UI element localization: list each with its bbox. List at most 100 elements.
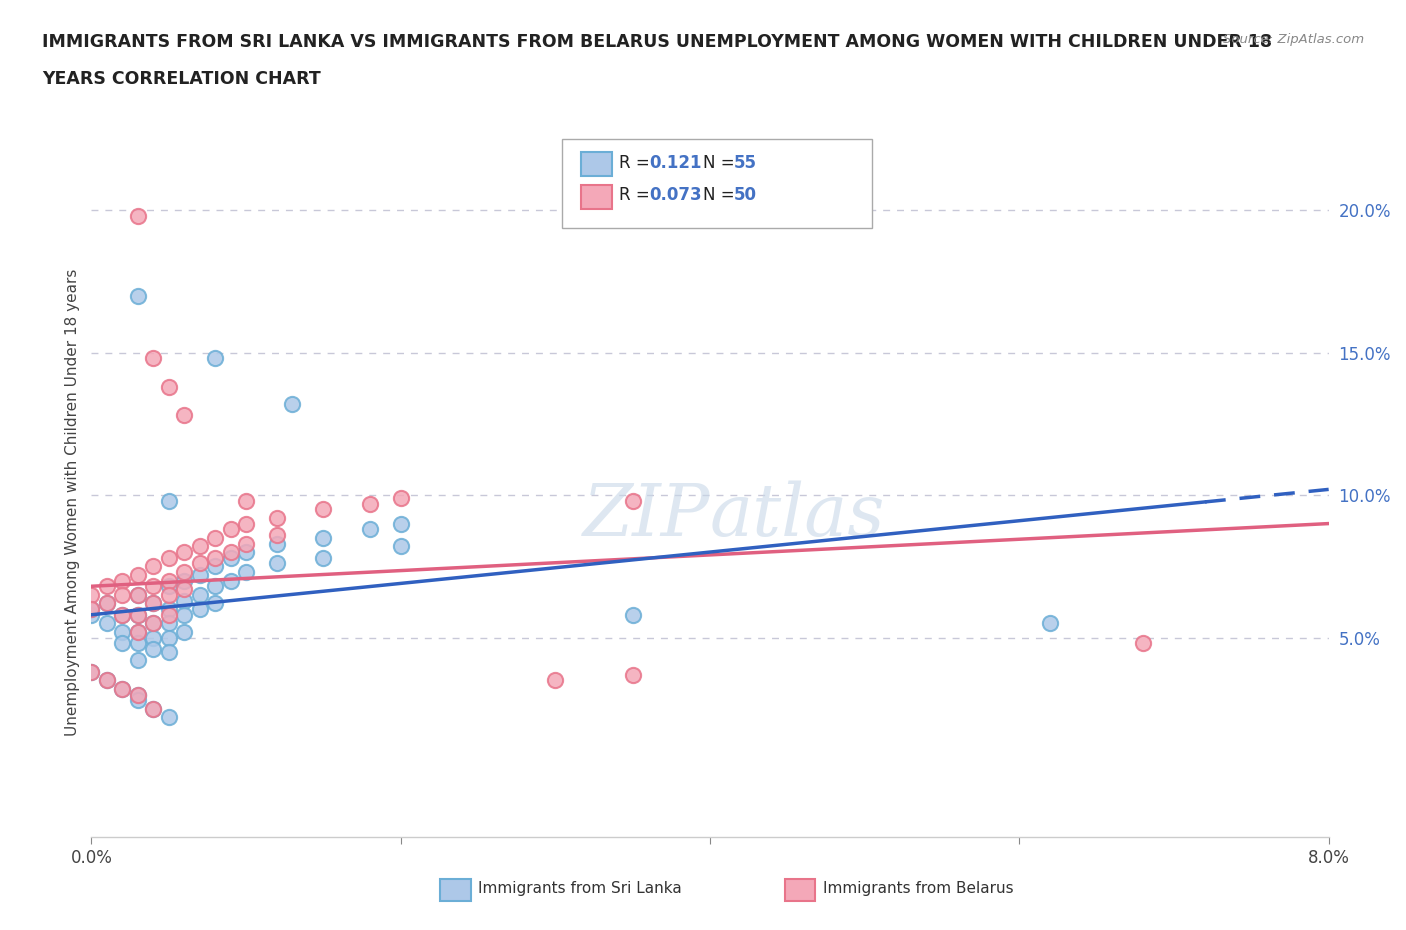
Point	[142, 578, 165, 593]
Point	[157, 710, 180, 724]
Point	[111, 636, 134, 651]
Point	[157, 607, 180, 622]
Point	[204, 551, 226, 565]
Point	[281, 396, 304, 411]
Point	[188, 567, 211, 582]
Point	[142, 616, 165, 631]
Point	[173, 573, 195, 588]
Point	[80, 602, 103, 617]
Point	[157, 588, 180, 603]
Point	[142, 596, 165, 611]
Point	[173, 545, 195, 560]
Point	[127, 687, 149, 702]
Point	[111, 624, 134, 639]
Point	[173, 607, 195, 622]
Point	[96, 596, 118, 611]
Point	[266, 556, 288, 571]
Point	[111, 588, 134, 603]
Point	[219, 573, 242, 588]
Point	[389, 490, 412, 505]
Point	[204, 351, 226, 365]
Point	[96, 596, 118, 611]
Point	[127, 588, 149, 603]
Text: 0.121: 0.121	[650, 153, 702, 172]
Point	[188, 602, 211, 617]
Point	[235, 493, 257, 508]
Point	[621, 493, 644, 508]
Point	[142, 596, 165, 611]
Point	[1039, 616, 1062, 631]
Point	[235, 516, 257, 531]
Point	[188, 556, 211, 571]
Point	[157, 602, 180, 617]
Point	[188, 588, 211, 603]
Point	[157, 551, 180, 565]
Text: YEARS CORRELATION CHART: YEARS CORRELATION CHART	[42, 70, 321, 87]
Point	[266, 527, 288, 542]
Point	[127, 687, 149, 702]
Point	[127, 693, 149, 708]
Point	[157, 379, 180, 394]
Point	[204, 596, 226, 611]
Point	[80, 588, 103, 603]
Point	[266, 536, 288, 551]
Point	[96, 578, 118, 593]
Point	[173, 581, 195, 596]
Point	[142, 351, 165, 365]
Point	[173, 565, 195, 579]
Point	[204, 578, 226, 593]
Point	[157, 573, 180, 588]
Point	[621, 667, 644, 682]
Point	[204, 530, 226, 545]
Point	[157, 493, 180, 508]
Point	[173, 593, 195, 608]
Point	[127, 653, 149, 668]
Point	[127, 607, 149, 622]
Text: R =: R =	[619, 153, 655, 172]
Point	[235, 545, 257, 560]
Point	[96, 616, 118, 631]
Point	[96, 672, 118, 687]
Point	[544, 672, 567, 687]
Point	[111, 573, 134, 588]
Point	[359, 497, 381, 512]
Text: 0.073: 0.073	[650, 186, 702, 205]
Point	[127, 607, 149, 622]
Point	[111, 682, 134, 697]
Point	[127, 208, 149, 223]
Point	[127, 567, 149, 582]
Point	[142, 642, 165, 657]
Point	[188, 538, 211, 553]
Text: 50: 50	[734, 186, 756, 205]
Point	[80, 664, 103, 679]
Text: ZIP: ZIP	[582, 480, 710, 551]
Point	[142, 701, 165, 716]
Point	[389, 538, 412, 553]
Point	[219, 545, 242, 560]
Point	[157, 644, 180, 659]
Point	[173, 408, 195, 423]
Point	[312, 551, 335, 565]
Point	[219, 522, 242, 537]
Point	[127, 636, 149, 651]
Point	[111, 607, 134, 622]
Text: Source: ZipAtlas.com: Source: ZipAtlas.com	[1223, 33, 1364, 46]
Point	[80, 607, 103, 622]
Point	[173, 624, 195, 639]
Point	[312, 530, 335, 545]
Point	[142, 616, 165, 631]
Point	[80, 664, 103, 679]
Point	[157, 631, 180, 645]
Point	[621, 607, 644, 622]
Point	[204, 559, 226, 574]
Point	[1132, 636, 1154, 651]
Point	[111, 607, 134, 622]
Text: Immigrants from Belarus: Immigrants from Belarus	[823, 881, 1014, 896]
Text: IMMIGRANTS FROM SRI LANKA VS IMMIGRANTS FROM BELARUS UNEMPLOYMENT AMONG WOMEN WI: IMMIGRANTS FROM SRI LANKA VS IMMIGRANTS …	[42, 33, 1272, 50]
Text: R =: R =	[619, 186, 655, 205]
Point	[157, 578, 180, 593]
Point	[127, 624, 149, 639]
Point	[127, 588, 149, 603]
Point	[389, 516, 412, 531]
Point	[142, 631, 165, 645]
